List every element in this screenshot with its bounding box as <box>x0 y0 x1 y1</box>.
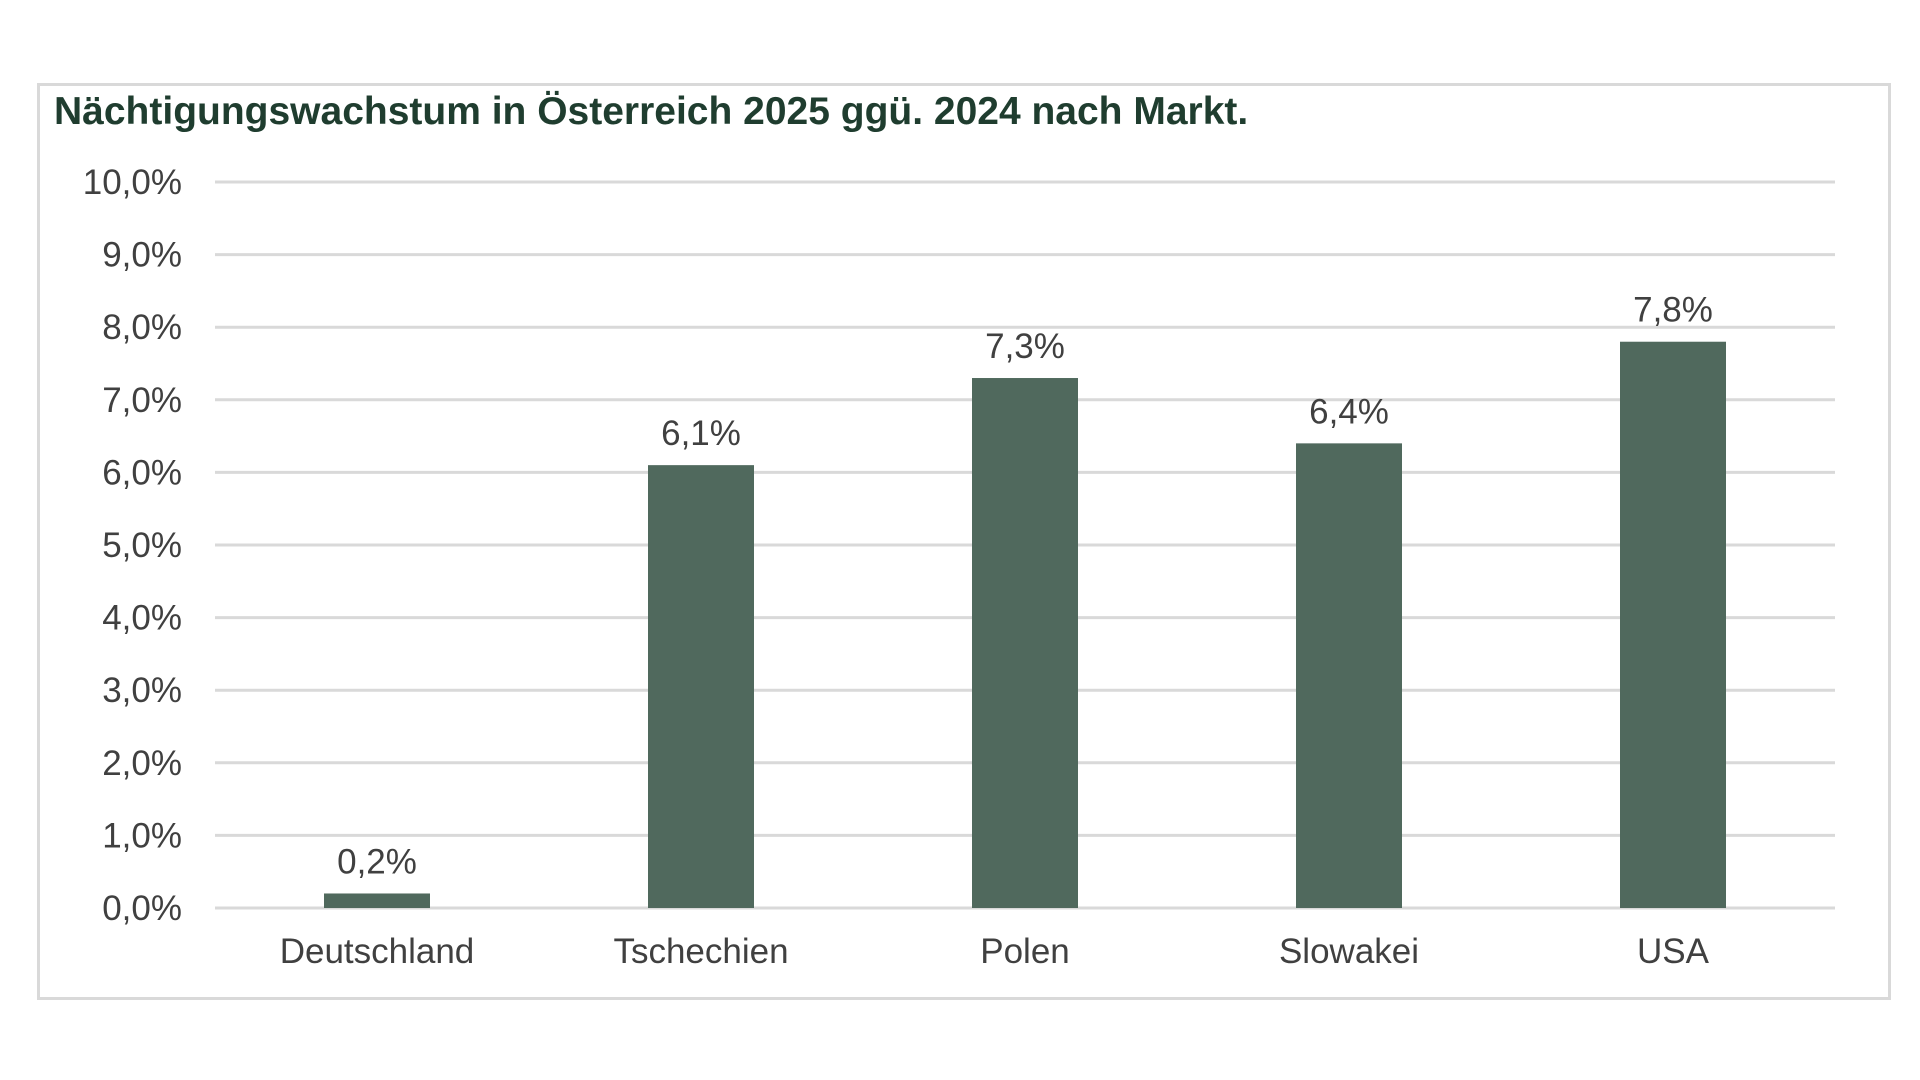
data-label-slowakei: 6,4% <box>1309 392 1389 431</box>
y-tick-label: 0,0% <box>102 889 182 928</box>
bars <box>324 341 1726 909</box>
bar-tschechien <box>648 465 754 908</box>
chart-title: Nächtigungswachstum in Österreich 2025 g… <box>54 90 1249 133</box>
category-label-usa: USA <box>1637 932 1710 971</box>
x-axis-category-labels: Deutschland Tschechien Polen Slowakei USA <box>280 932 1710 971</box>
y-axis-tick-labels: 0,0% 1,0% 2,0% 3,0% 4,0% 5,0% 6,0% 7,0% 8,0% 9,0%… <box>83 163 182 928</box>
data-label-tschechien: 6,1% <box>661 414 741 453</box>
bar-slowakei <box>1296 443 1402 908</box>
y-tick-label: 9,0% <box>102 236 182 275</box>
y-tick-label: 6,0% <box>102 453 182 492</box>
category-label-slowakei: Slowakei <box>1279 932 1419 971</box>
bar-deutschland <box>324 893 430 908</box>
y-tick-label: 8,0% <box>102 308 182 347</box>
category-label-polen: Polen <box>980 932 1070 971</box>
y-tick-label: 10,0% <box>83 163 182 202</box>
data-labels: 0,2% 6,1% 7,3% 6,4% 7,8% <box>337 291 1713 882</box>
y-tick-label: 1,0% <box>102 816 182 855</box>
y-tick-label: 4,0% <box>102 599 182 638</box>
category-label-deutschland: Deutschland <box>280 932 475 971</box>
y-tick-label: 5,0% <box>102 526 182 565</box>
data-label-usa: 7,8% <box>1633 291 1713 330</box>
y-tick-label: 2,0% <box>102 744 182 783</box>
data-label-deutschland: 0,2% <box>337 842 417 881</box>
y-tick-label: 7,0% <box>102 381 182 420</box>
category-label-tschechien: Tschechien <box>613 932 788 971</box>
bar-usa <box>1620 341 1726 909</box>
bar-polen <box>972 378 1078 908</box>
chart-frame <box>37 83 1891 1000</box>
data-label-polen: 7,3% <box>985 327 1065 366</box>
y-tick-label: 3,0% <box>102 671 182 710</box>
